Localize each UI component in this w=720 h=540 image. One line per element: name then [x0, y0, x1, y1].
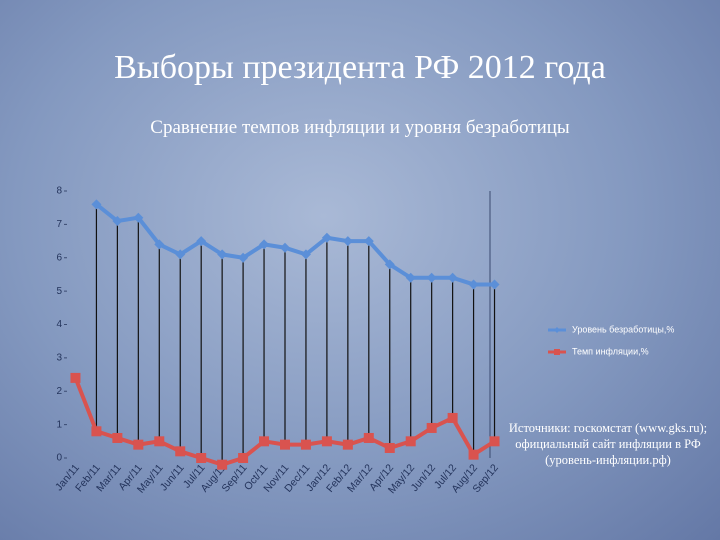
point	[447, 272, 458, 283]
point	[196, 453, 207, 463]
legend-marker	[554, 349, 560, 355]
y-tick-label: 6	[56, 252, 62, 263]
legend-label: Темп инфляции,%	[572, 346, 649, 356]
point	[133, 212, 144, 223]
y-tick-label: 8	[56, 186, 62, 197]
point	[175, 249, 186, 260]
point	[238, 453, 249, 463]
point	[154, 239, 165, 250]
chart-title: Сравнение темпов инфляции и уровня безра…	[150, 117, 570, 138]
point	[259, 239, 270, 250]
point	[217, 459, 228, 470]
slide-title: Выборы президента РФ 2012 года	[114, 49, 606, 86]
point	[426, 272, 437, 283]
point	[342, 439, 353, 450]
source-note: Источники: госкомстат (www.gks.ru); офиц…	[508, 421, 708, 467]
point	[91, 426, 102, 437]
point	[196, 236, 207, 247]
point	[489, 279, 500, 290]
point	[426, 422, 437, 433]
point	[468, 279, 479, 290]
point	[405, 436, 416, 447]
y-tick-label: 4	[56, 319, 62, 330]
point	[112, 432, 123, 443]
point	[300, 249, 311, 260]
point	[91, 199, 102, 210]
point	[468, 449, 479, 460]
point	[133, 439, 144, 450]
point	[154, 436, 165, 447]
point	[280, 439, 290, 450]
point	[321, 232, 332, 243]
point	[300, 439, 311, 450]
chart-title-box: Сравнение темпов инфляции и уровня безра…	[150, 117, 570, 138]
point	[70, 372, 81, 383]
point	[280, 242, 290, 253]
point	[384, 442, 395, 453]
point	[363, 432, 374, 443]
point	[238, 252, 249, 263]
point	[217, 249, 228, 260]
legend-label: Уровень безработицы,%	[572, 324, 674, 334]
y-tick-label: 1	[56, 419, 62, 430]
point	[259, 436, 270, 447]
point	[363, 236, 374, 247]
point	[321, 436, 332, 447]
point	[384, 259, 395, 270]
legend-marker	[554, 327, 560, 333]
point	[447, 412, 458, 423]
y-tick-label: 0	[56, 453, 62, 464]
y-tick-label: 2	[56, 386, 62, 397]
point	[112, 216, 123, 227]
point	[405, 272, 416, 283]
y-tick-label: 5	[56, 286, 62, 297]
point	[342, 236, 353, 247]
y-tick-label: 3	[56, 353, 62, 364]
y-tick-label: 7	[56, 219, 62, 230]
point	[175, 446, 186, 457]
point	[489, 436, 500, 447]
x-tick-label: Jun/11	[158, 462, 187, 493]
